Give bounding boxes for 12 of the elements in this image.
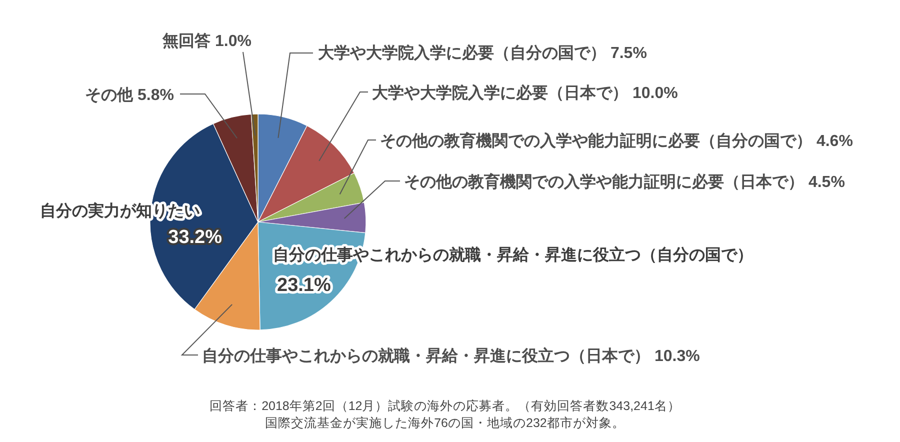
data-label: 33.2%	[168, 227, 222, 248]
slice-label: その他の教育機関での入学や能力証明に必要（日本で） 4.5%	[404, 172, 845, 191]
slice-label: 大学や大学院入学に必要（日本で） 10.0%	[372, 84, 678, 102]
text: 国際交流基金が実施した海外76の国・地域の232都市が対象。	[265, 415, 625, 430]
slice-label: その他 5.8%	[85, 86, 174, 104]
text: 回答者：2018年第2回（12月）試験の海外の応募者。（有効回答者数343,241名）	[210, 398, 680, 413]
slice-label: その他の教育機関での入学や能力証明に必要（自分の国で） 4.6%	[380, 131, 853, 150]
slice-label: 自分の仕事やこれからの就職・昇給・昇進に役立つ（日本で） 10.3%	[202, 346, 700, 365]
slice-label: 自分の実力が知りたい	[40, 201, 200, 220]
data-label: 23.1%	[277, 275, 331, 296]
slice-label: 大学や大学院入学に必要（自分の国で） 7.5%	[318, 44, 647, 62]
slice-label: 無回答 1.0%	[162, 32, 252, 50]
